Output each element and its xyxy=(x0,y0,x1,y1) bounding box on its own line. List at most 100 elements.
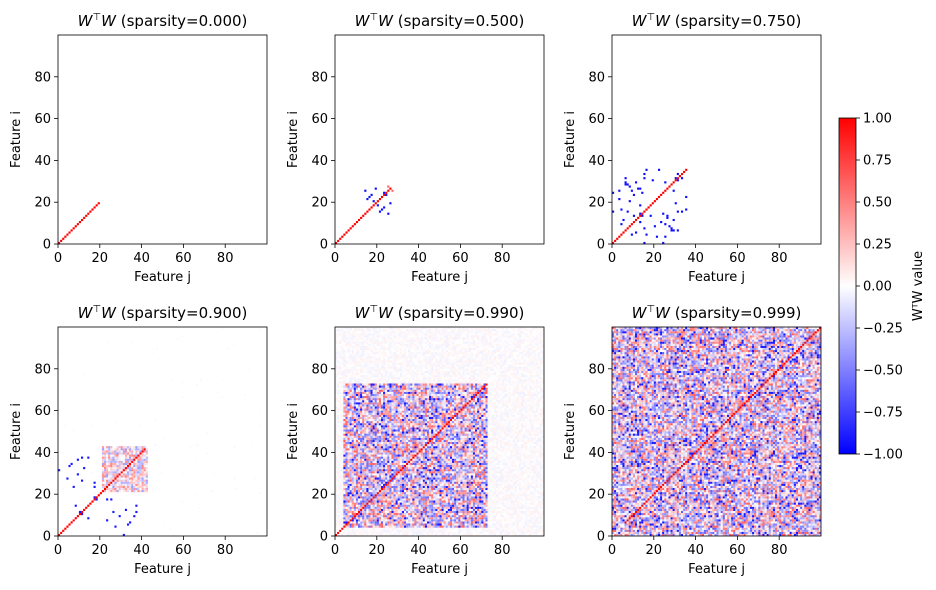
heatmap-cell xyxy=(366,210,369,213)
heatmap-cell xyxy=(521,517,524,520)
heatmap-cell xyxy=(516,517,519,520)
heatmap-cell xyxy=(541,529,545,532)
heatmap-cell xyxy=(395,533,398,537)
heatmap-cell xyxy=(454,496,457,499)
heatmap-cell xyxy=(516,529,519,532)
heatmap-cell xyxy=(460,496,463,499)
heatmap-cell xyxy=(435,460,438,463)
heatmap-cell xyxy=(418,467,421,470)
heatmap-cell xyxy=(495,527,499,530)
heatmap-cell xyxy=(106,485,109,488)
heatmap-cell xyxy=(101,458,105,461)
heatmap-cell xyxy=(527,521,530,524)
heatmap-cell xyxy=(452,494,455,497)
heatmap-cell xyxy=(487,529,490,532)
heatmap-cell xyxy=(135,450,138,453)
heatmap-cell xyxy=(485,452,488,455)
heatmap-cell xyxy=(131,481,134,484)
heatmap-cell xyxy=(422,500,425,503)
heatmap-cell xyxy=(403,479,407,482)
heatmap-cell xyxy=(491,469,494,472)
heatmap-cell xyxy=(431,481,434,484)
heatmap-cell xyxy=(510,500,513,503)
heatmap-cell xyxy=(489,502,492,505)
heatmap-cell xyxy=(424,504,428,507)
heatmap-cell xyxy=(403,527,407,530)
heatmap-cell xyxy=(447,525,450,528)
heatmap-cell xyxy=(485,517,488,520)
heatmap-cell xyxy=(472,469,476,472)
heatmap-cell xyxy=(389,446,392,449)
heatmap-cell xyxy=(339,504,342,507)
heatmap-cell xyxy=(502,467,505,470)
heatmap-cell xyxy=(145,490,148,493)
heatmap-cell xyxy=(498,446,501,449)
heatmap-cell xyxy=(337,454,340,457)
heatmap-cell xyxy=(412,521,415,524)
heatmap-cell xyxy=(244,347,247,351)
heatmap-cell xyxy=(435,477,438,480)
heatmap-cell xyxy=(143,471,146,474)
heatmap-cell xyxy=(502,504,505,507)
heatmap-cell xyxy=(506,485,509,488)
heatmap-cell xyxy=(521,529,524,532)
heatmap-cell xyxy=(366,448,369,451)
heatmap-cell xyxy=(424,496,428,499)
heatmap-cell xyxy=(516,479,519,482)
heatmap-cell xyxy=(347,473,350,476)
heatmap-cell xyxy=(391,485,394,488)
heatmap-cell xyxy=(387,446,390,449)
heatmap-cell xyxy=(370,515,373,518)
heatmap-cell xyxy=(435,487,438,491)
heatmap-cell xyxy=(403,504,407,507)
heatmap-cell xyxy=(357,523,361,526)
heatmap-cell xyxy=(454,523,457,526)
heatmap-cell xyxy=(397,446,400,449)
heatmap-cell xyxy=(504,519,507,522)
heatmap-cell xyxy=(345,452,348,455)
heatmap-cell xyxy=(489,446,492,449)
x-tick-label: 20 xyxy=(92,543,109,558)
heatmap-cell xyxy=(339,467,342,470)
heatmap-cell xyxy=(441,479,444,482)
title-math: W xyxy=(101,304,117,322)
heatmap-cell xyxy=(531,496,534,499)
heatmap-cell xyxy=(516,469,519,472)
heatmap-cell xyxy=(383,448,386,451)
heatmap-cell xyxy=(410,487,413,491)
heatmap-cell xyxy=(424,487,428,491)
heatmap-cell xyxy=(103,454,107,457)
heatmap-cell xyxy=(531,510,534,514)
heatmap-cell xyxy=(529,515,532,518)
heatmap-cell xyxy=(506,521,509,524)
heatmap-cell xyxy=(135,462,138,465)
heatmap-cell xyxy=(466,446,469,449)
heatmap-cell xyxy=(145,475,148,478)
heatmap-cell xyxy=(433,467,436,470)
heatmap-cell xyxy=(493,527,496,530)
heatmap-cell xyxy=(95,496,98,499)
heatmap-cell xyxy=(349,515,352,518)
heatmap-cell xyxy=(103,458,107,461)
heatmap-cell xyxy=(345,525,348,528)
heatmap-cell xyxy=(129,450,132,453)
heatmap-cell xyxy=(510,487,513,491)
heatmap-cell xyxy=(458,473,461,476)
heatmap-cell xyxy=(449,500,453,503)
heatmap-cell xyxy=(418,492,421,495)
heatmap-cell xyxy=(351,515,354,518)
heatmap-cell xyxy=(351,456,354,459)
heatmap-cell xyxy=(135,464,138,468)
heatmap-cell xyxy=(431,527,434,530)
heatmap-cell xyxy=(502,515,505,518)
heatmap-cell xyxy=(685,168,688,171)
heatmap-cell xyxy=(391,502,394,505)
heatmap-cell xyxy=(335,487,338,491)
heatmap-cell xyxy=(343,462,346,465)
heatmap-cell xyxy=(449,479,453,482)
heatmap-cell xyxy=(537,496,540,499)
heatmap-cell xyxy=(368,471,371,474)
heatmap-cell xyxy=(349,517,352,520)
heatmap-cell xyxy=(624,229,627,232)
heatmap-cell xyxy=(145,450,148,453)
